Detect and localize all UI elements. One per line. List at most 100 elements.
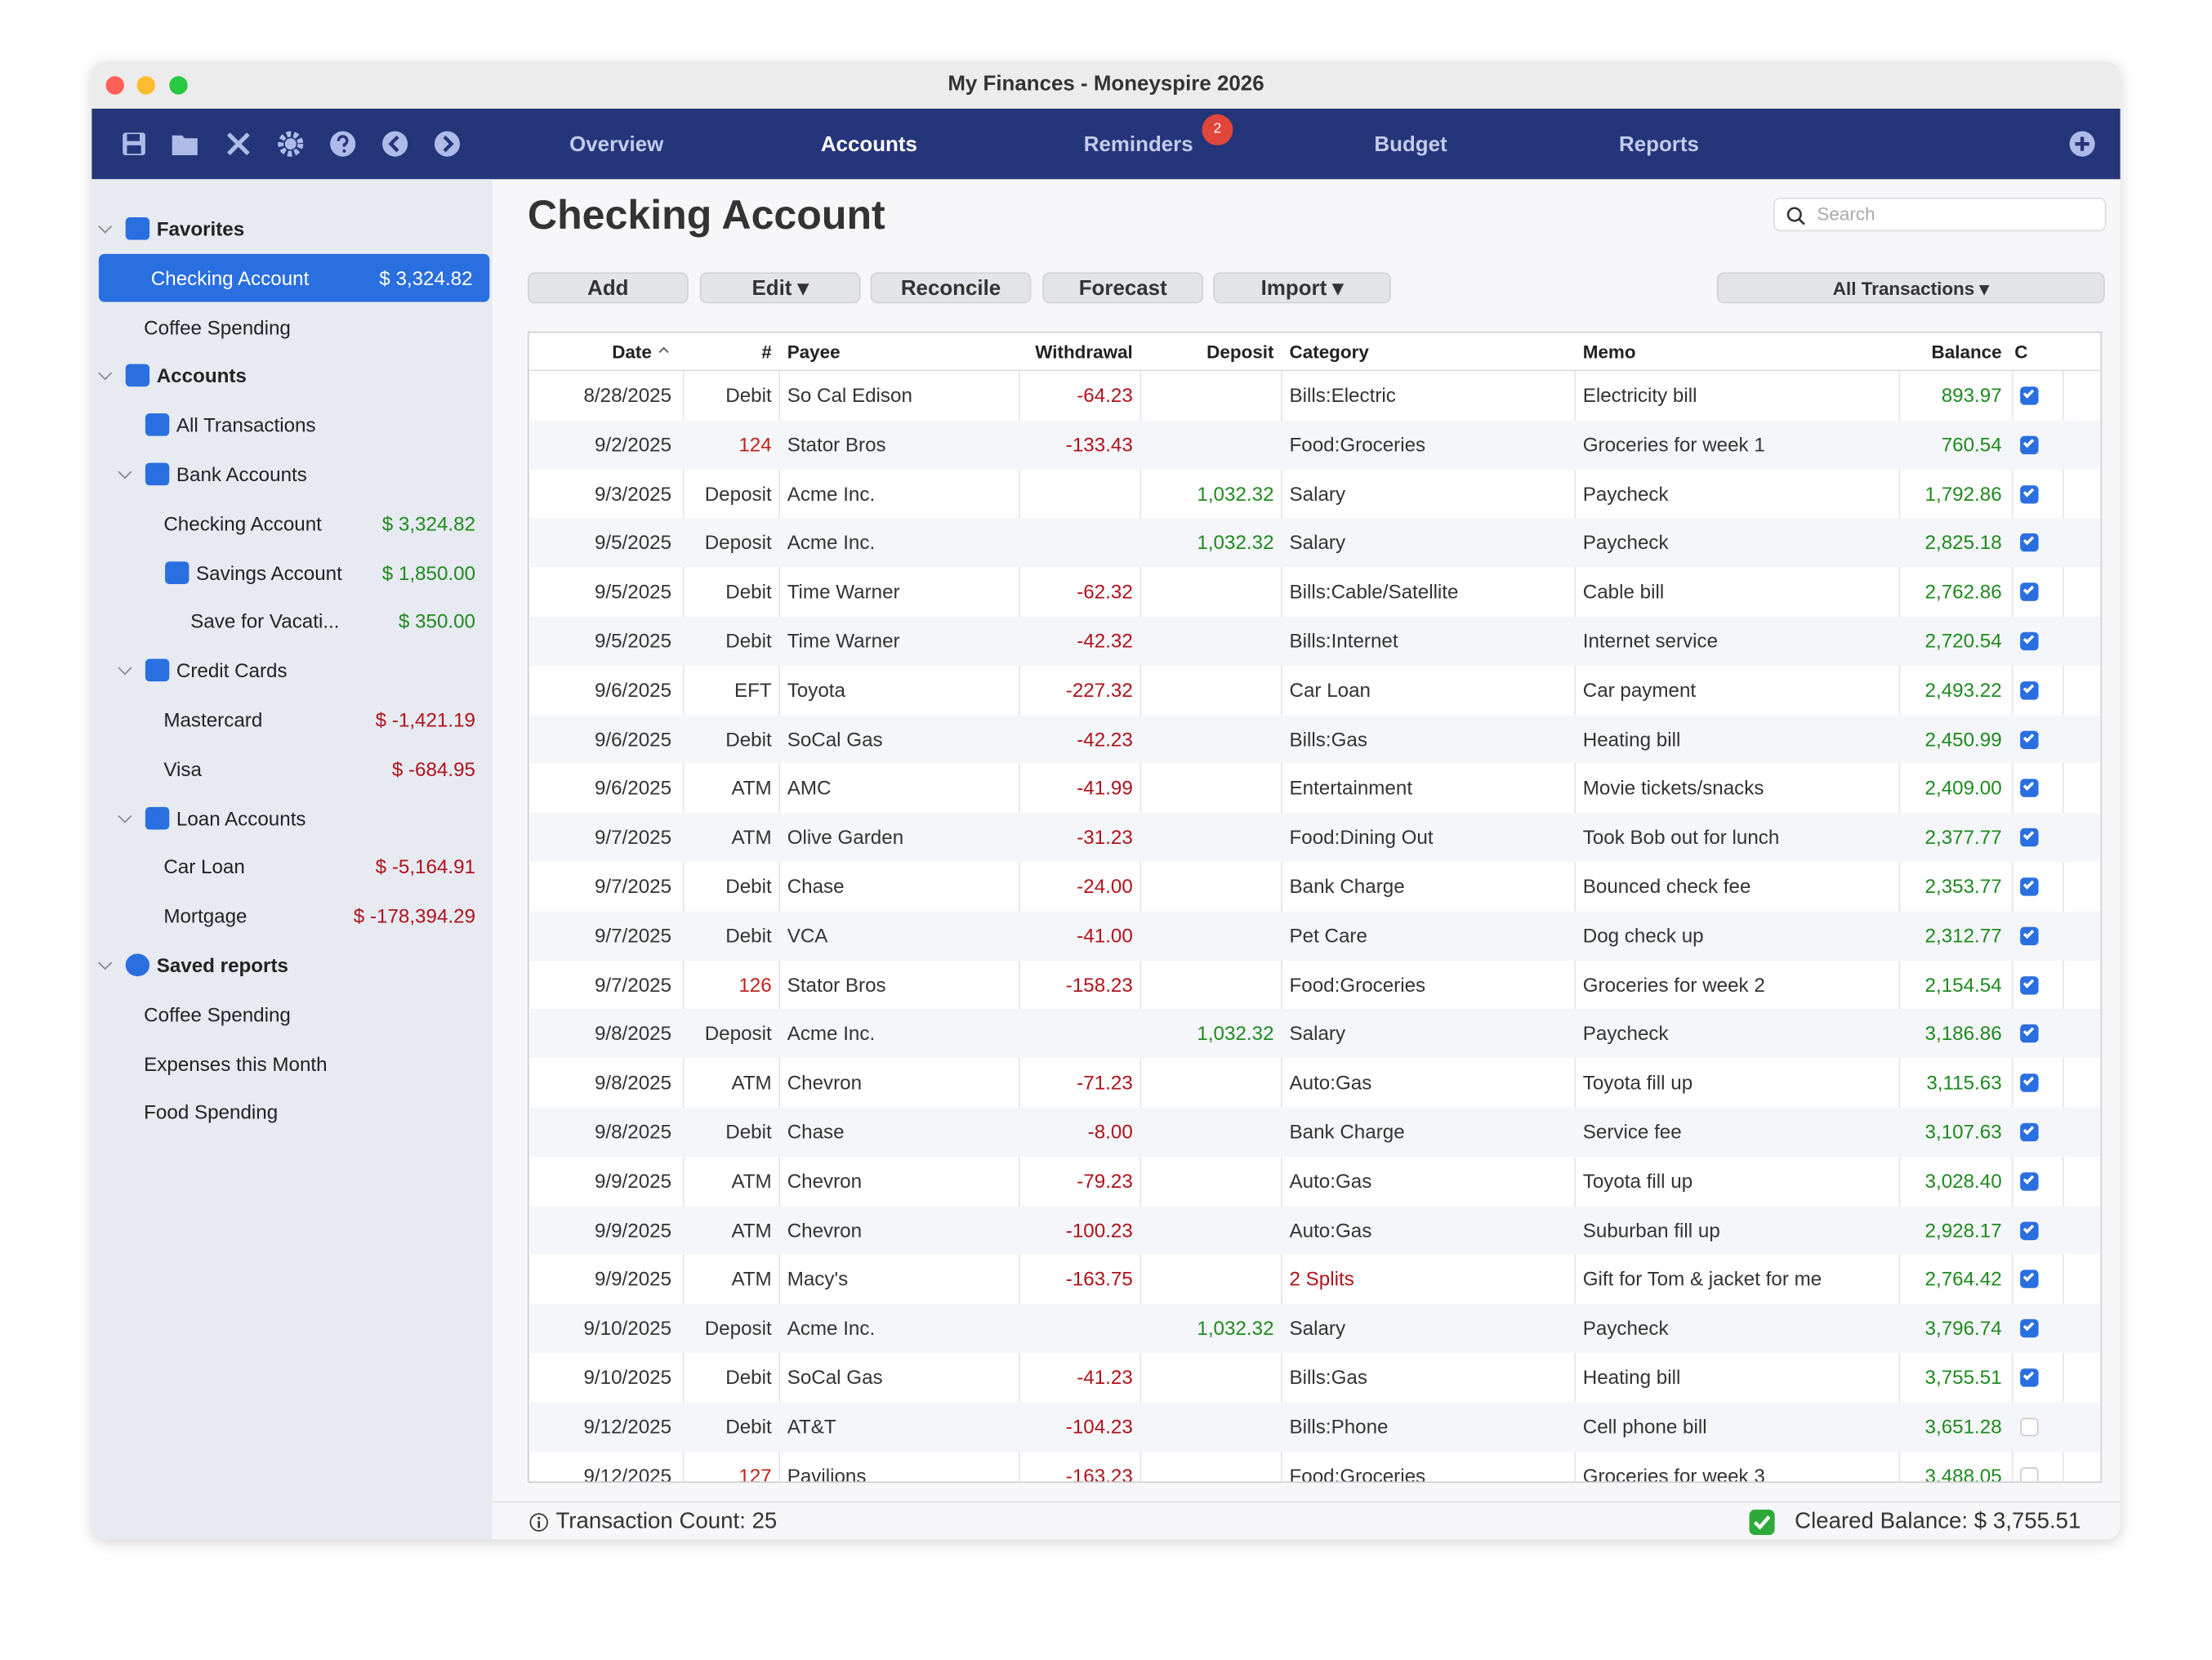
sidebar-item[interactable]: Coffee Spending xyxy=(91,990,492,1038)
cleared-checkbox[interactable] xyxy=(2020,1319,2039,1338)
sidebar-item[interactable]: Credit Cards xyxy=(91,646,492,694)
table-row[interactable]: 9/7/2025 ATM Olive Garden -31.23 Food:Dining… xyxy=(528,813,2101,863)
nav-tab[interactable]: Reminders xyxy=(1083,132,1193,157)
minimize-button[interactable] xyxy=(136,76,155,95)
forward-icon[interactable] xyxy=(433,130,462,158)
toolbar-button[interactable]: Import ▾ xyxy=(1213,272,1391,304)
cleared-checkbox[interactable] xyxy=(2020,681,2039,700)
cleared-checkbox[interactable] xyxy=(2020,730,2039,749)
column-header[interactable]: Balance xyxy=(1931,341,2002,363)
table-row[interactable]: 9/12/2025 Debit AT&T -104.23 Bills:Phone Cell… xyxy=(528,1402,2101,1452)
nav-tab[interactable]: Accounts xyxy=(820,132,917,157)
column-header[interactable]: Category xyxy=(1289,341,1369,363)
cell-balance: 2,720.54 xyxy=(1924,629,2002,652)
open-icon[interactable] xyxy=(171,130,199,158)
sidebar-item[interactable]: Save for Vacati... $ 350.00 xyxy=(91,597,492,645)
close-button[interactable] xyxy=(105,76,124,95)
column-header[interactable]: Deposit xyxy=(1206,341,1274,363)
save-icon[interactable] xyxy=(120,130,149,158)
sidebar-item[interactable]: Visa $ -684.95 xyxy=(91,745,492,793)
table-row[interactable]: 9/8/2025 Deposit Acme Inc. 1,032.32 Salary Pa… xyxy=(528,1009,2101,1059)
table-row[interactable]: 9/5/2025 Debit Time Warner -42.32 Bills:Inte… xyxy=(528,616,2101,666)
tools-icon[interactable] xyxy=(225,130,253,158)
table-row[interactable]: 9/9/2025 ATM Macy's -163.75 2 Splits Gift for… xyxy=(529,1255,2101,1304)
section-header[interactable]: Favorites xyxy=(91,204,492,252)
sidebar-item[interactable]: Expenses this Month xyxy=(91,1039,492,1087)
section-header[interactable]: Accounts xyxy=(91,352,492,400)
sidebar-item[interactable]: Savings Account $ 1,850.00 xyxy=(91,548,492,596)
table-row[interactable]: 9/7/2025 126 Stator Bros -158.23 Food:Grocer… xyxy=(529,960,2101,1009)
table-row[interactable]: 9/5/2025 Deposit Acme Inc. 1,032.32 Salary Pa… xyxy=(528,518,2101,568)
table-row[interactable]: 9/8/2025 ATM Chevron -71.23 Auto:Gas Toyota f… xyxy=(529,1059,2101,1108)
cleared-checkbox[interactable] xyxy=(2020,877,2039,896)
toolbar-button[interactable]: Edit ▾ xyxy=(699,272,861,304)
toolbar-button[interactable]: Add xyxy=(527,272,689,304)
settings-icon[interactable] xyxy=(276,130,305,158)
table-row[interactable]: 9/10/2025 Debit SoCal Gas -41.23 Bills:Gas He… xyxy=(529,1353,2101,1402)
cleared-checkbox[interactable] xyxy=(2020,631,2039,651)
cleared-checkbox[interactable] xyxy=(2020,1220,2039,1240)
cleared-checkbox[interactable] xyxy=(2020,1368,2039,1387)
cleared-checkbox[interactable] xyxy=(2020,779,2039,798)
filter-dropdown[interactable]: All Transactions ▾ xyxy=(1716,272,2105,304)
sidebar-item[interactable]: Food Spending xyxy=(91,1088,492,1136)
table-row[interactable]: 9/10/2025 Deposit Acme Inc. 1,032.32 Salary P… xyxy=(528,1304,2101,1354)
table-row[interactable]: 9/6/2025 ATM AMC -41.99 Entertainment Movie t… xyxy=(529,764,2101,813)
cleared-checkbox[interactable] xyxy=(2020,926,2039,945)
table-row[interactable]: 9/5/2025 Debit Time Warner -62.32 Bills:Cabl… xyxy=(529,568,2101,617)
cleared-checkbox[interactable] xyxy=(2020,435,2039,454)
table-row[interactable]: 9/7/2025 Debit VCA -41.00 Pet Care Dog check … xyxy=(528,911,2101,961)
table-row[interactable]: 9/8/2025 Debit Chase -8.00 Bank Charge Servic… xyxy=(528,1107,2101,1157)
nav-tab[interactable]: Overview xyxy=(569,132,664,157)
table-row[interactable]: 9/3/2025 Deposit Acme Inc. 1,032.32 Salary Pa… xyxy=(529,469,2101,518)
sidebar-item[interactable]: Mortgage $ -178,394.29 xyxy=(91,892,492,940)
section-header[interactable]: Saved reports xyxy=(91,941,492,989)
cleared-checkbox[interactable] xyxy=(2020,1171,2039,1191)
disclosure-chevron xyxy=(118,465,132,480)
cleared-checkbox[interactable] xyxy=(2020,975,2039,994)
cleared-checkbox[interactable] xyxy=(2020,1466,2039,1482)
column-header[interactable]: C xyxy=(2014,341,2028,363)
cleared-checkbox[interactable] xyxy=(2020,1073,2039,1093)
cleared-checkbox[interactable] xyxy=(2020,1417,2039,1436)
toolbar-button[interactable]: Forecast xyxy=(1042,272,1204,304)
cleared-checkbox[interactable] xyxy=(2020,1024,2039,1043)
sidebar-item[interactable]: Coffee Spending xyxy=(91,303,492,351)
sidebar-item[interactable]: Bank Accounts xyxy=(91,450,492,498)
column-header[interactable]: Memo xyxy=(1582,341,1636,363)
table-row[interactable]: 9/6/2025 EFT Toyota -227.32 Car Loan Car paym… xyxy=(529,666,2101,715)
cleared-checkbox[interactable] xyxy=(2020,533,2039,552)
zoom-button[interactable] xyxy=(169,76,188,95)
sidebar-item[interactable]: Loan Accounts xyxy=(91,794,492,842)
add-icon[interactable] xyxy=(2068,130,2097,158)
nav-tab[interactable]: Reports xyxy=(1619,132,1699,157)
cleared-checkbox[interactable] xyxy=(2020,1122,2039,1142)
column-header[interactable]: Payee xyxy=(787,341,841,363)
sidebar-item[interactable]: Car Loan $ -5,164.91 xyxy=(91,843,492,891)
cleared-checkbox[interactable] xyxy=(2020,484,2039,503)
sidebar-item[interactable]: Mastercard $ -1,421.19 xyxy=(91,695,492,743)
column-header[interactable]: Date xyxy=(612,341,652,363)
help-icon[interactable] xyxy=(328,130,357,158)
cleared-checkbox[interactable] xyxy=(2020,1270,2039,1289)
back-icon[interactable] xyxy=(381,130,409,158)
column-header[interactable]: # xyxy=(761,341,772,363)
table-row[interactable]: 8/28/2025 Debit So Cal Edison -64.23 Bills:E… xyxy=(529,371,2101,420)
sidebar-amount: $ 350.00 xyxy=(398,609,476,633)
sidebar-item[interactable]: Checking Account $ 3,324.82 xyxy=(91,499,492,547)
column-header[interactable]: Withdrawal xyxy=(1035,341,1133,363)
table-row[interactable]: 9/6/2025 Debit SoCal Gas -42.23 Bills:Gas Hea… xyxy=(528,714,2101,765)
cleared-checkbox[interactable] xyxy=(2020,582,2039,602)
table-row[interactable]: 9/2/2025 124 Stator Bros -133.43 Food:Grocer… xyxy=(528,420,2101,470)
table-row[interactable]: 9/9/2025 ATM Chevron -100.23 Auto:Gas Suburba… xyxy=(528,1205,2101,1256)
search-field[interactable]: Search xyxy=(1773,197,2107,232)
sidebar-item[interactable]: All Transactions xyxy=(91,401,492,449)
toolbar-button[interactable]: Reconcile xyxy=(870,272,1032,304)
nav-tab[interactable]: Budget xyxy=(1374,132,1447,157)
cleared-checkbox[interactable] xyxy=(2020,386,2039,405)
table-row[interactable]: 9/7/2025 Debit Chase -24.00 Bank Charge Bounc… xyxy=(529,862,2101,911)
cleared-checkbox[interactable] xyxy=(2020,828,2039,847)
table-row[interactable]: 9/9/2025 ATM Chevron -79.23 Auto:Gas Toyota f… xyxy=(529,1157,2101,1206)
selected-account[interactable]: Checking Account $ 3,324.82 xyxy=(98,253,490,302)
table-row[interactable]: 9/12/2025 127 Pavilions -163.23 Food:Groceri… xyxy=(529,1451,2101,1482)
